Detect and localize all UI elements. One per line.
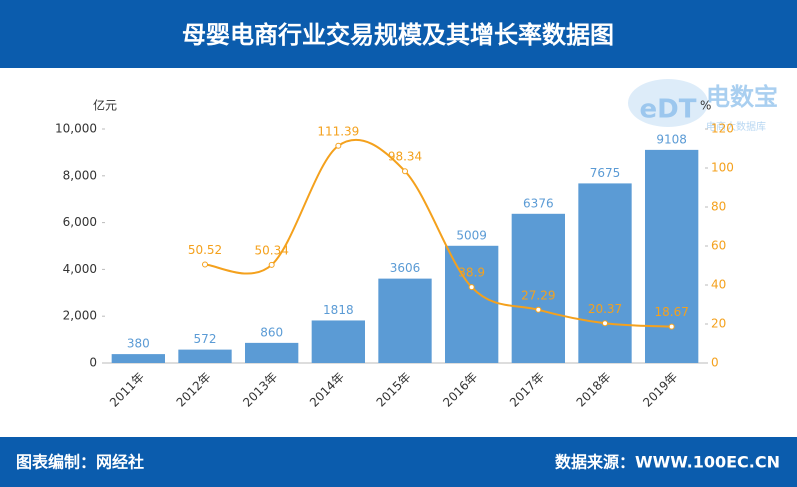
bar	[511, 213, 565, 363]
line-label: 50.34	[254, 243, 288, 257]
bar	[445, 245, 499, 363]
logo-tagline: 电商大数据库	[706, 120, 766, 133]
line-point	[668, 323, 675, 330]
bar-label: 380	[127, 337, 150, 351]
title: 母婴电商行业交易规模及其增长率数据图	[182, 21, 614, 49]
line-point	[335, 142, 342, 149]
line-label: 50.52	[188, 243, 222, 257]
y-axis-label: 亿元	[93, 98, 117, 113]
line-point	[268, 261, 275, 268]
y-tick-label: 6,000	[63, 215, 97, 229]
line-label: 27.29	[521, 288, 555, 302]
line-label: 18.67	[654, 305, 688, 319]
bar-label: 1818	[323, 303, 354, 317]
logo-mark: eDT	[640, 95, 697, 125]
line-point	[202, 261, 208, 268]
y-tick-label: 8,000	[63, 168, 97, 182]
y2-tick-label: 120	[711, 122, 734, 136]
bar	[245, 342, 299, 363]
line-point	[535, 306, 542, 313]
bar	[311, 320, 365, 363]
y2-tick-label: 60	[711, 239, 726, 253]
line-label: 20.37	[588, 302, 622, 316]
logo-name: 电数宝	[706, 83, 778, 111]
footer-right: 数据来源：WWW.100EC.CN	[555, 453, 780, 472]
line	[204, 138, 672, 328]
bar-label: 7675	[590, 166, 621, 180]
bar-label: 3606	[390, 261, 421, 275]
bar	[578, 183, 632, 363]
bar	[645, 149, 699, 363]
bar-label: 860	[260, 325, 283, 339]
y2-tick-label: 0	[711, 356, 719, 370]
line-point	[468, 284, 475, 291]
bar-label: 572	[194, 332, 217, 346]
y2-tick-label: 40	[711, 278, 726, 292]
bar	[178, 349, 232, 363]
line-label: 98.34	[388, 150, 422, 164]
y2-tick-label: 20	[711, 317, 726, 331]
line-point	[602, 320, 608, 327]
line-label: 38.9	[458, 266, 485, 280]
y2-axis-label: %	[700, 99, 711, 113]
logo-cloud	[628, 79, 708, 127]
bar-label: 9108	[656, 132, 687, 146]
bar	[111, 354, 165, 363]
footer-left: 图表编制：网经社	[16, 453, 144, 472]
y2-tick-label: 100	[711, 161, 734, 175]
bar	[378, 278, 432, 363]
bar-label: 5009	[456, 228, 487, 242]
bar-label: 6376	[523, 196, 554, 210]
y2-tick-label: 80	[711, 200, 726, 214]
header-bar	[0, 0, 797, 68]
footer-bar	[0, 437, 797, 487]
line-label: 111.39	[317, 124, 359, 138]
y-tick-label: 2,000	[63, 309, 97, 323]
y-tick-label: 10,000	[55, 122, 97, 136]
y-tick-label: 4,000	[63, 262, 97, 276]
y-tick-label: 0	[89, 356, 97, 370]
line-point	[402, 168, 408, 175]
